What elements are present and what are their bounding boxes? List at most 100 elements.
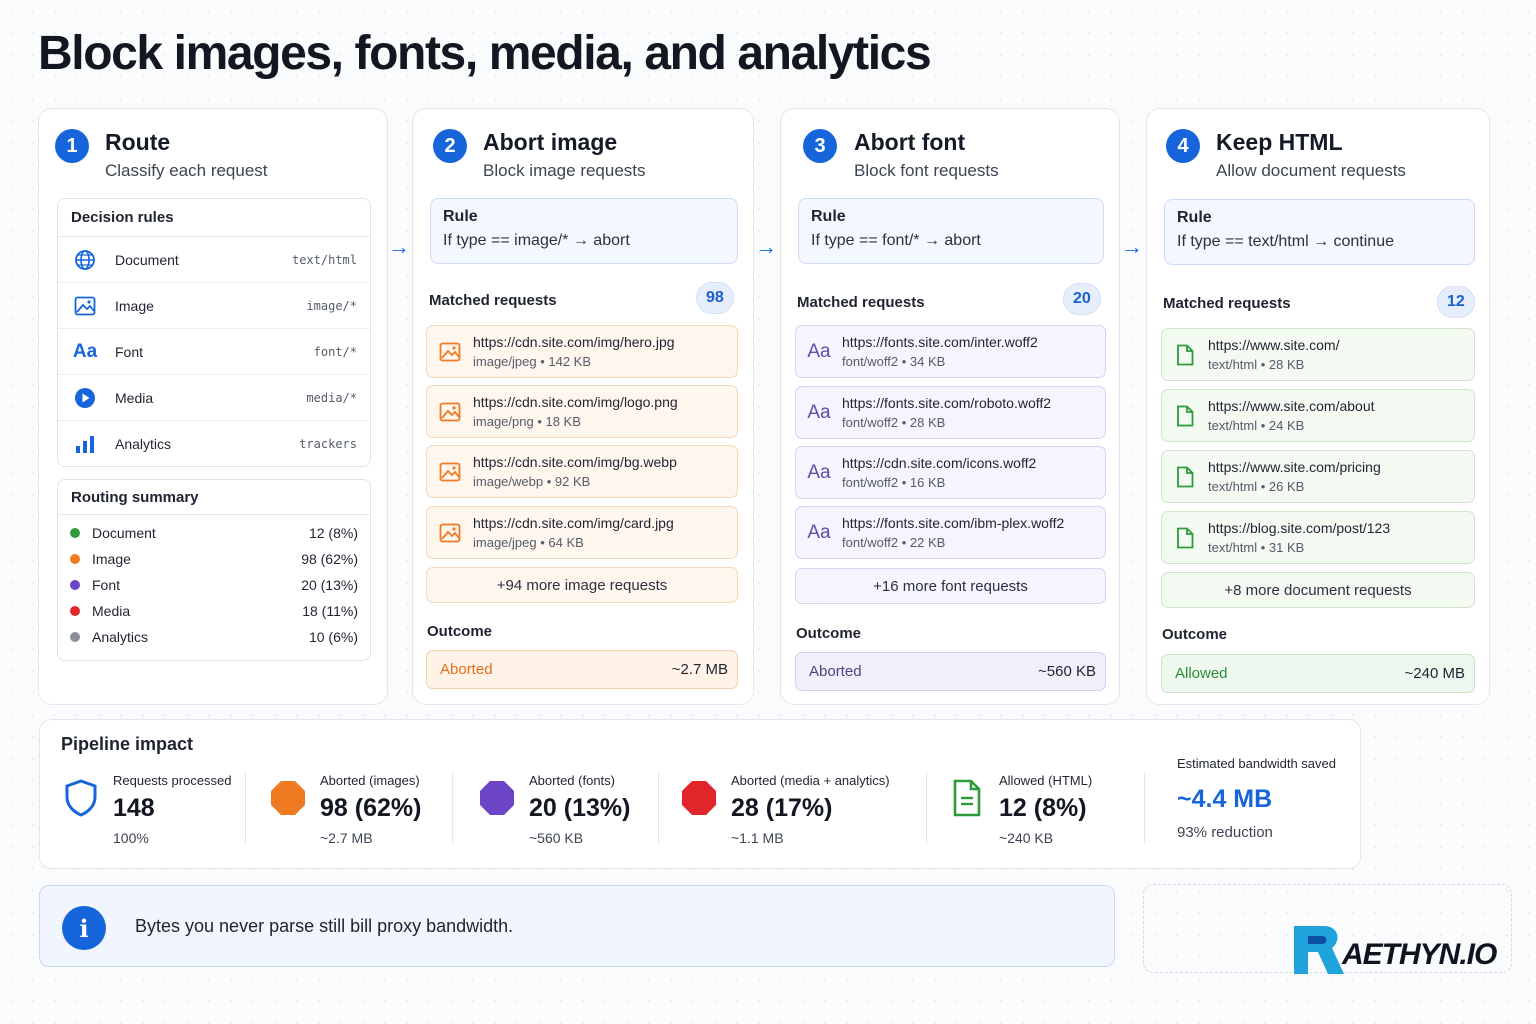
request-item[interactable]: https://cdn.site.com/img/card.jpg image/j… [426, 506, 738, 559]
summary-label: Analytics [92, 629, 149, 645]
request-meta: text/html • 24 KB [1208, 418, 1305, 433]
request-item[interactable]: https://cdn.site.com/img/logo.png image/p… [426, 385, 738, 438]
outcome-status: Aborted [440, 661, 493, 678]
font-outcome: Aborted ~560 KB [795, 652, 1106, 691]
request-item[interactable]: https://cdn.site.com/img/bg.webp image/we… [426, 445, 738, 498]
play-icon [72, 385, 98, 411]
divider [1144, 772, 1145, 844]
media-dot [70, 606, 80, 616]
font-count-badge: 20 [1063, 283, 1101, 315]
font-icon: Aa [72, 340, 98, 362]
request-item[interactable]: https://cdn.site.com/img/hero.jpg image/j… [426, 325, 738, 378]
matched-requests-label: Matched requests [797, 294, 925, 311]
step-number: 3 [803, 129, 837, 163]
step-subtitle: Classify each request [105, 161, 268, 180]
request-url: https://fonts.site.com/ibm-plex.woff2 [842, 515, 1065, 531]
metric-label: Aborted (media + analytics) [731, 773, 890, 788]
font-rule-box: Rule If type == font/* → abort [798, 198, 1104, 264]
summary-label: Image [92, 551, 131, 567]
metric-value: 12 (8%) [999, 794, 1087, 822]
summary-label: Document [92, 525, 156, 541]
summary-value: 10 (6%) [308, 629, 358, 645]
bandwidth-saved: Estimated bandwidth saved ~4.4 MB 93% re… [1177, 756, 1352, 856]
request-item[interactable]: https://www.site.com/about text/html • 24… [1161, 389, 1475, 442]
purple-octagon-icon [477, 778, 517, 818]
request-url: https://fonts.site.com/roboto.woff2 [842, 395, 1052, 411]
info-text: Bytes you never parse still bill proxy b… [135, 916, 514, 936]
image-icon [427, 462, 473, 482]
matched-requests-label: Matched requests [1163, 295, 1291, 312]
document-dot [70, 528, 80, 538]
decision-rule-analytics[interactable]: Analytics trackers [58, 421, 370, 467]
decision-rule-media[interactable]: Media media/* [58, 375, 370, 421]
bandwidth-value: ~4.4 MB [1177, 785, 1273, 813]
outcome-status: Aborted [809, 663, 862, 680]
request-item[interactable]: https://www.site.com/pricing text/html • … [1161, 450, 1475, 503]
decision-rules-heading: Decision rules [58, 199, 370, 237]
matched-requests-label: Matched requests [429, 292, 557, 309]
metric-label: Allowed (HTML) [999, 773, 1093, 788]
step-header: 1 Route Classify each request [55, 127, 371, 187]
step-header: 3 Abort font Block font requests [797, 127, 1103, 187]
outcome-value: ~240 MB [1404, 665, 1465, 682]
font-icon: Aa [807, 340, 831, 362]
request-item[interactable]: Aa https://fonts.site.com/ibm-plex.woff2… [795, 506, 1106, 559]
rule-label: Media [115, 389, 154, 406]
request-url: https://www.site.com/about [1208, 398, 1375, 414]
document-icon [947, 778, 987, 818]
divider [658, 772, 659, 844]
request-item[interactable]: https://www.site.com/text/html • 28 KB [1161, 328, 1475, 381]
rule-type: image/* [306, 298, 357, 313]
decision-rule-document[interactable]: Document text/html [58, 237, 370, 283]
page-title: Block images, fonts, media, and analytic… [38, 27, 932, 80]
font-dot [70, 580, 80, 590]
summary-value: 98 (62%) [301, 551, 358, 567]
request-item[interactable]: https://blog.site.com/post/123 text/html … [1161, 511, 1475, 564]
divider [926, 772, 927, 844]
image-outcome: Aborted ~2.7 MB [426, 650, 738, 689]
metric-sub: ~560 KB [529, 830, 584, 846]
metric-label: Aborted (images) [320, 773, 420, 788]
more-requests-button[interactable]: +8 more document requests [1161, 572, 1475, 608]
metric-sub: ~1.1 MB [731, 830, 784, 846]
abort-font-panel: 3 Abort font Block font requests Rule If… [780, 108, 1120, 705]
request-url: https://fonts.site.com/inter.woff2 [842, 334, 1038, 350]
summary-row-document: Document 12 (8%) [58, 520, 370, 546]
metric-aborted-fonts: Aborted (fonts) 20 (13%) ~560 KB [477, 770, 667, 850]
request-item[interactable]: Aa https://fonts.site.com/roboto.woff2 fo… [795, 386, 1106, 439]
request-meta: font/woff2 • 28 KB [842, 415, 946, 430]
decision-rule-font[interactable]: Aa Font font/* [58, 329, 370, 375]
step-subtitle: Allow document requests [1216, 161, 1406, 180]
request-item[interactable]: Aa https://cdn.site.com/icons.woff2 font/… [795, 446, 1106, 499]
outcome-label: Outcome [427, 623, 493, 640]
request-url: https://blog.site.com/post/123 [1208, 520, 1391, 536]
summary-label: Media [92, 603, 131, 619]
metric-value: 98 (62%) [320, 794, 422, 822]
image-icon [427, 402, 473, 422]
request-meta: image/png • 18 KB [473, 414, 581, 429]
keep-html-panel: 4 Keep HTML Allow document requests Rule… [1146, 108, 1490, 705]
decision-rule-image[interactable]: Image image/* [58, 283, 370, 329]
outcome-value: ~560 KB [1038, 663, 1096, 680]
request-meta: text/html • 31 KB [1208, 540, 1305, 555]
more-requests-button[interactable]: +94 more image requests [426, 567, 738, 603]
metric-allowed-html: Allowed (HTML) 12 (8%) ~240 KB [947, 770, 1137, 850]
rule-title: Rule [1177, 209, 1212, 226]
pipeline-impact-panel: Pipeline impact Requests processed 148 1… [39, 719, 1361, 869]
outcome-value: ~2.7 MB [671, 661, 728, 678]
arrow-right-icon: → [755, 234, 777, 259]
request-meta: font/woff2 • 22 KB [842, 535, 946, 550]
orange-octagon-icon [268, 778, 308, 818]
request-meta: image/webp • 92 KB [473, 474, 591, 489]
rule-label: Document [115, 251, 179, 268]
more-requests-button[interactable]: +16 more font requests [795, 568, 1106, 604]
metric-value: 148 [113, 794, 155, 822]
bandwidth-sub: 93% reduction [1177, 824, 1273, 841]
decision-rules-card: Decision rules Document text/html Image … [57, 198, 371, 467]
request-meta: text/html • 28 KB [1208, 357, 1305, 372]
document-icon [1162, 405, 1208, 427]
request-meta: image/jpeg • 64 KB [473, 535, 584, 550]
step-header: 2 Abort image Block image requests [429, 127, 737, 187]
outcome-label: Outcome [796, 625, 862, 642]
request-item[interactable]: Aa https://fonts.site.com/inter.woff2 fon… [795, 325, 1106, 378]
